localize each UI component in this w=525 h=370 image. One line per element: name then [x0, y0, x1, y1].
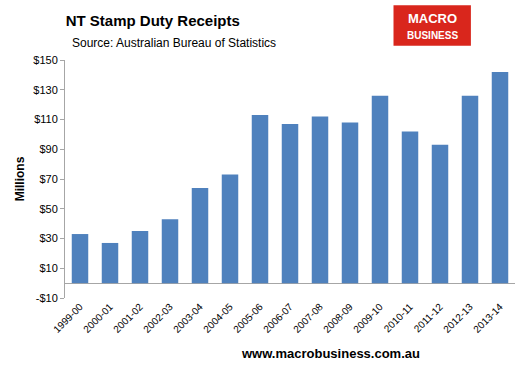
svg-text:$150: $150: [33, 54, 57, 66]
svg-text:2006-07: 2006-07: [261, 301, 295, 335]
svg-text:2012-13: 2012-13: [441, 301, 475, 335]
svg-text:$110: $110: [34, 113, 58, 125]
svg-text:2005-06: 2005-06: [231, 301, 265, 335]
svg-text:$90: $90: [39, 143, 57, 155]
svg-text:BUSINESS: BUSINESS: [407, 30, 458, 41]
svg-text:-$10: -$10: [36, 292, 58, 304]
svg-text:Source: Australian Bureau of S: Source: Australian Bureau of Statistics: [72, 36, 276, 50]
svg-text:NT Stamp Duty Receipts: NT Stamp Duty Receipts: [66, 12, 240, 29]
svg-text:$50: $50: [39, 203, 57, 215]
svg-text:Millions: Millions: [13, 156, 27, 201]
svg-text:2004-05: 2004-05: [201, 301, 235, 335]
svg-text:$10: $10: [39, 262, 57, 274]
svg-text:2011-12: 2011-12: [412, 301, 446, 335]
svg-text:2003-04: 2003-04: [171, 301, 205, 335]
svg-text:MACRO: MACRO: [408, 11, 457, 26]
svg-text:2010-11: 2010-11: [382, 301, 416, 335]
svg-text:2000-01: 2000-01: [81, 301, 115, 335]
svg-text:2001-02: 2001-02: [111, 301, 145, 335]
svg-text:$30: $30: [39, 232, 57, 244]
svg-text:2009-10: 2009-10: [351, 301, 385, 335]
svg-text:2002-03: 2002-03: [141, 301, 175, 335]
svg-text:2008-09: 2008-09: [321, 301, 355, 335]
svg-text:1999-00: 1999-00: [51, 301, 85, 335]
svg-text:2013-14: 2013-14: [471, 301, 505, 335]
svg-text:www.macrobusiness.com.au: www.macrobusiness.com.au: [241, 346, 420, 361]
svg-text:2007-08: 2007-08: [291, 301, 325, 335]
svg-text:$70: $70: [39, 173, 57, 185]
svg-text:$130: $130: [33, 84, 57, 96]
